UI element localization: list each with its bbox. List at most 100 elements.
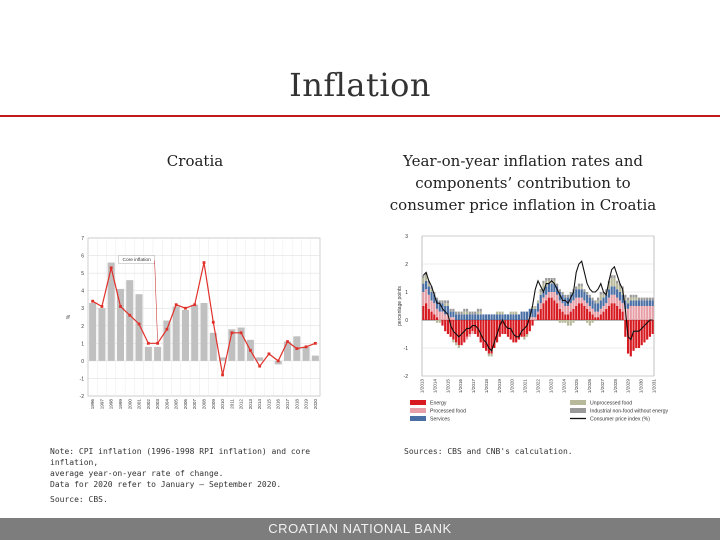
component-bar: [542, 283, 545, 290]
component-bar: [583, 306, 586, 320]
component-bar: [536, 300, 540, 304]
component-bar: [441, 311, 444, 320]
component-bar: [569, 320, 572, 326]
component-bar: [566, 297, 570, 306]
right-legend: Energy Unprocessed food Processed food Indu…: [410, 400, 669, 423]
component-bar: [531, 320, 534, 326]
component-bar: [485, 320, 488, 351]
x-tick-label: 2007: [192, 399, 197, 410]
x-tick-label: 1/2030: [639, 379, 644, 393]
x-tick-label: 1/2018: [484, 379, 489, 393]
component-bar: [572, 320, 575, 323]
component-bar: [509, 311, 512, 315]
inflation-point: [276, 359, 280, 363]
component-bar: [616, 297, 619, 306]
component-bar: [575, 306, 578, 320]
right-chart-title: Year-on-year inflation rates and compone…: [389, 152, 657, 214]
component-bar: [561, 292, 564, 295]
slide-title: Inflation: [289, 66, 431, 104]
component-bar: [637, 306, 641, 320]
component-bar: [553, 292, 556, 301]
component-bar: [545, 294, 548, 301]
component-bar: [550, 297, 553, 320]
component-bar: [528, 308, 531, 318]
component-bar: [605, 303, 608, 309]
component-bar: [566, 314, 570, 320]
component-bar: [621, 303, 624, 312]
component-bar: [610, 278, 613, 287]
component-bar: [468, 311, 471, 315]
legend-swatch: [410, 416, 426, 421]
component-bar: [626, 300, 630, 304]
x-tick-label: 2004: [164, 399, 169, 410]
component-bar: [561, 311, 564, 320]
x-tick-label: 2005: [174, 399, 179, 410]
component-bar: [558, 320, 561, 323]
component-bar: [596, 303, 600, 312]
x-tick-label: 1/2017: [471, 379, 476, 393]
component-bar: [583, 289, 586, 292]
inflation-point: [165, 327, 169, 331]
note-line: Data for 2020 refer to January – Septemb…: [50, 480, 282, 489]
component-bar: [444, 314, 447, 320]
component-bar: [613, 275, 616, 278]
component-bar: [493, 314, 496, 320]
inflation-point: [119, 305, 122, 308]
component-bar: [542, 303, 545, 320]
component-bar: [455, 342, 458, 346]
inflation-point: [221, 373, 224, 377]
component-bar: [501, 314, 504, 320]
component-bar: [525, 311, 529, 320]
component-bar: [629, 297, 632, 301]
component-bar: [621, 286, 624, 290]
component-bar: [476, 311, 480, 315]
component-bar: [605, 294, 608, 304]
component-bar: [637, 297, 641, 301]
component-bar: [550, 292, 553, 298]
y-tick-label: 1: [81, 341, 84, 347]
x-tick-label: 1/2022: [536, 379, 541, 393]
component-bar: [441, 320, 444, 326]
component-bar: [545, 278, 548, 281]
component-bar: [635, 306, 638, 320]
cpi-line: [423, 260, 653, 352]
component-bar: [632, 297, 635, 301]
component-bar: [580, 286, 583, 290]
component-bar: [564, 297, 567, 306]
component-bar: [586, 308, 589, 320]
component-bar: [444, 303, 447, 306]
component-bar: [577, 289, 581, 298]
left-annotation: Core inflation: [118, 255, 158, 343]
component-bar: [422, 292, 425, 306]
component-bar: [610, 303, 613, 320]
core-inflation-bar: [181, 309, 189, 361]
component-bar: [460, 314, 463, 320]
component-bar: [599, 292, 602, 295]
core-inflation-bar: [89, 302, 97, 361]
y-tick-label: -1: [80, 376, 85, 382]
y-tick-label: 6: [81, 254, 84, 260]
component-bar: [635, 300, 638, 306]
x-tick-label: 1/2015: [445, 379, 450, 393]
component-bar: [534, 306, 537, 309]
component-bar: [525, 320, 529, 334]
component-bar: [531, 317, 534, 320]
inflation-point: [304, 345, 308, 349]
x-tick-label: 2000: [127, 399, 132, 410]
component-bar: [474, 314, 477, 320]
component-bar: [455, 320, 458, 343]
component-bar: [542, 297, 545, 304]
left-source: Source: CBS.: [50, 495, 108, 504]
component-bar: [427, 294, 430, 309]
component-bar: [444, 300, 447, 304]
x-tick-label: 2013: [248, 399, 253, 410]
component-bar: [536, 311, 540, 315]
component-bar: [624, 320, 627, 337]
inflation-point: [295, 347, 299, 350]
core-inflation-bar: [256, 357, 264, 361]
component-bar: [427, 280, 430, 284]
component-bar: [452, 317, 455, 320]
x-tick-label: 1/2031: [652, 379, 657, 393]
right-bars: [422, 272, 654, 357]
component-bar: [501, 311, 504, 315]
